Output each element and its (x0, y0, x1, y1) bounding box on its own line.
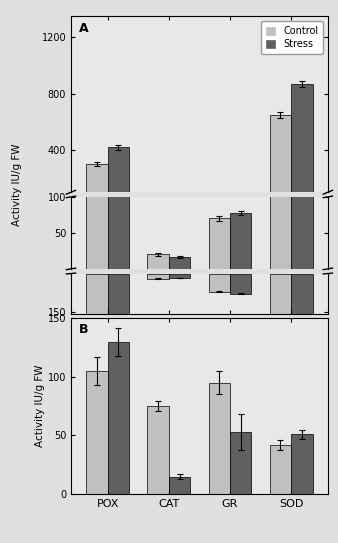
Bar (86, 53, 108, 269)
Bar (270, 115, 291, 206)
Bar (291, 434, 313, 494)
Bar (230, 195, 251, 206)
Bar (169, 257, 190, 269)
Text: A: A (79, 22, 88, 35)
Bar (147, 274, 169, 279)
Bar (270, 274, 291, 441)
Bar (169, 204, 190, 206)
Bar (230, 213, 251, 269)
Bar (230, 274, 251, 294)
Bar (108, 342, 129, 494)
Bar (209, 197, 230, 206)
Bar (209, 274, 230, 292)
Bar (209, 218, 230, 269)
Bar (147, 255, 169, 269)
Bar (108, 274, 129, 382)
Bar (108, 147, 129, 206)
Bar (270, 445, 291, 494)
Bar (86, 274, 108, 351)
Bar (169, 274, 190, 278)
Y-axis label: Activity IU/g FW: Activity IU/g FW (35, 365, 45, 447)
Bar (147, 406, 169, 494)
Bar (86, 164, 108, 206)
Bar (147, 204, 169, 206)
Bar (230, 432, 251, 494)
Legend: Control, Stress: Control, Stress (261, 21, 323, 54)
Bar (209, 383, 230, 494)
Bar (291, 274, 313, 498)
Bar (270, 0, 291, 269)
Bar (86, 371, 108, 494)
Bar (108, 0, 129, 269)
Bar (291, 84, 313, 206)
Text: B: B (79, 324, 88, 337)
Bar (291, 0, 313, 269)
Text: Activity IU/g FW: Activity IU/g FW (12, 143, 22, 226)
Bar (169, 477, 190, 494)
